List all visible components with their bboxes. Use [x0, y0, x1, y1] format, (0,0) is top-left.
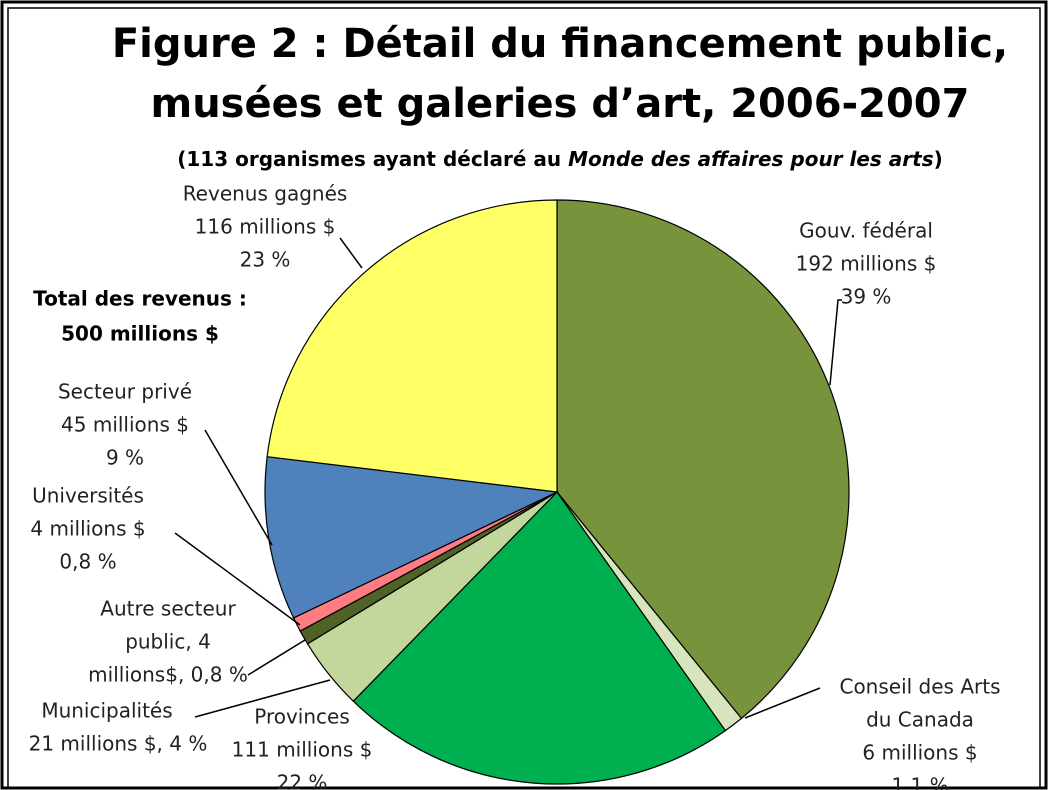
pie-slice [556, 199, 850, 720]
subtitle-part: ) [934, 147, 943, 171]
note: 500 millions $ [61, 322, 219, 346]
slice-label: 192 millions $ [796, 252, 937, 276]
slice-label: 0,8 % [59, 550, 116, 574]
subtitle: (113 organismes ayant déclaré au Monde d… [177, 147, 943, 171]
slice-label: Municipalités [41, 699, 172, 723]
pie-slice [266, 199, 558, 493]
slice-label: 21 millions $, 4 % [29, 732, 208, 756]
leader-line [829, 299, 842, 386]
slice-label: Gouv. fédéral [799, 219, 933, 243]
slice-label: du Canada [866, 708, 974, 732]
slice-label: Universités [32, 484, 144, 508]
slice-label: 9 % [106, 446, 144, 470]
slice-label: 116 millions $ [195, 215, 336, 239]
slice-label: Autre secteur [100, 597, 236, 621]
leader-line [247, 639, 306, 676]
leader-line [339, 237, 363, 269]
slice-label: Revenus gagnés [183, 182, 348, 206]
pie-slice [352, 491, 727, 785]
slice-label: Provinces [254, 705, 350, 729]
slice-label: Conseil des Arts [839, 675, 1000, 699]
leader-line [174, 532, 301, 626]
slice-label: 39 % [841, 285, 892, 309]
frame-inner [7, 7, 1041, 789]
slice-label: 6 millions $ [862, 741, 977, 765]
chart-title: musées et galeries d’art, 2006-2007 [151, 81, 970, 127]
slice-label: 45 millions $ [61, 413, 189, 437]
slice-label: 1,1 % [891, 774, 948, 790]
subtitle-part: Monde des affaires pour les arts [568, 147, 934, 171]
slice-label: 23 % [240, 248, 291, 272]
leader-line [194, 679, 331, 718]
slice-label: Secteur privé [58, 380, 192, 404]
slice-label: 4 millions $ [30, 517, 145, 541]
slice-label: millions$, 0,8 % [88, 663, 248, 687]
chart-title: Figure 2 : Détail du financement public, [112, 21, 1008, 67]
leader-line [204, 429, 273, 546]
slice-label: public, 4 [125, 630, 211, 654]
subtitle-part: (113 organismes ayant déclaré au [177, 147, 568, 171]
leader-line [744, 687, 821, 719]
note: Total des revenus : [33, 287, 247, 311]
slice-label: 111 millions $ [232, 738, 373, 762]
slice-label: 22 % [277, 771, 328, 790]
